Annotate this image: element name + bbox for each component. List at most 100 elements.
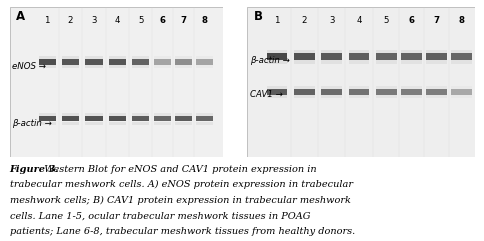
FancyBboxPatch shape	[175, 56, 192, 59]
Text: B: B	[254, 10, 263, 23]
Text: 5: 5	[138, 16, 143, 25]
FancyBboxPatch shape	[451, 89, 471, 94]
Text: β-actin →: β-actin →	[249, 56, 289, 65]
Text: trabecular meshwork cells. A) eNOS protein expression in trabecular: trabecular meshwork cells. A) eNOS prote…	[10, 180, 352, 189]
FancyBboxPatch shape	[425, 60, 446, 64]
FancyBboxPatch shape	[175, 122, 192, 125]
FancyBboxPatch shape	[400, 53, 421, 60]
FancyBboxPatch shape	[376, 53, 396, 60]
Text: Figure 3.: Figure 3.	[10, 165, 59, 174]
Text: 8: 8	[201, 16, 208, 25]
FancyBboxPatch shape	[293, 89, 314, 94]
FancyBboxPatch shape	[62, 59, 79, 65]
Text: A: A	[16, 10, 25, 23]
Text: 5: 5	[383, 16, 388, 25]
Text: 8: 8	[458, 16, 464, 25]
FancyBboxPatch shape	[266, 95, 287, 98]
FancyBboxPatch shape	[109, 56, 126, 59]
FancyBboxPatch shape	[321, 95, 341, 98]
FancyBboxPatch shape	[247, 7, 474, 157]
FancyBboxPatch shape	[266, 89, 287, 94]
Text: CAV1 →: CAV1 →	[249, 90, 282, 99]
FancyBboxPatch shape	[196, 113, 213, 116]
FancyBboxPatch shape	[153, 56, 170, 59]
FancyBboxPatch shape	[376, 86, 396, 89]
FancyBboxPatch shape	[348, 89, 368, 94]
FancyBboxPatch shape	[10, 7, 223, 157]
FancyBboxPatch shape	[132, 56, 149, 59]
FancyBboxPatch shape	[293, 95, 314, 98]
FancyBboxPatch shape	[196, 116, 213, 121]
Text: eNOS →: eNOS →	[12, 62, 46, 71]
FancyBboxPatch shape	[321, 53, 341, 60]
Text: 1: 1	[273, 16, 279, 25]
FancyBboxPatch shape	[348, 50, 368, 53]
FancyBboxPatch shape	[376, 89, 396, 94]
FancyBboxPatch shape	[85, 122, 102, 125]
FancyBboxPatch shape	[62, 56, 79, 59]
FancyBboxPatch shape	[425, 95, 446, 98]
Text: 2: 2	[68, 16, 73, 25]
FancyBboxPatch shape	[293, 86, 314, 89]
Text: 7: 7	[433, 16, 439, 25]
FancyBboxPatch shape	[321, 86, 341, 89]
FancyBboxPatch shape	[451, 86, 471, 89]
FancyBboxPatch shape	[153, 65, 170, 68]
Text: 4: 4	[356, 16, 361, 25]
FancyBboxPatch shape	[348, 53, 368, 60]
Text: meshwork cells; B) CAV1 protein expression in trabecular meshwork: meshwork cells; B) CAV1 protein expressi…	[10, 196, 350, 205]
FancyBboxPatch shape	[425, 86, 446, 89]
FancyBboxPatch shape	[132, 113, 149, 116]
FancyBboxPatch shape	[153, 59, 170, 65]
FancyBboxPatch shape	[175, 116, 192, 121]
FancyBboxPatch shape	[451, 53, 471, 60]
FancyBboxPatch shape	[321, 60, 341, 64]
FancyBboxPatch shape	[451, 50, 471, 53]
Text: β-actin →: β-actin →	[12, 119, 52, 127]
FancyBboxPatch shape	[153, 113, 170, 116]
FancyBboxPatch shape	[175, 65, 192, 68]
FancyBboxPatch shape	[85, 59, 102, 65]
FancyBboxPatch shape	[400, 95, 421, 98]
FancyBboxPatch shape	[85, 56, 102, 59]
FancyBboxPatch shape	[62, 122, 79, 125]
FancyBboxPatch shape	[132, 65, 149, 68]
FancyBboxPatch shape	[109, 59, 126, 65]
FancyBboxPatch shape	[132, 122, 149, 125]
Text: 2: 2	[301, 16, 306, 25]
FancyBboxPatch shape	[400, 86, 421, 89]
FancyBboxPatch shape	[62, 116, 79, 121]
FancyBboxPatch shape	[196, 56, 213, 59]
Text: 4: 4	[115, 16, 120, 25]
Text: 7: 7	[180, 16, 186, 25]
FancyBboxPatch shape	[400, 50, 421, 53]
FancyBboxPatch shape	[400, 60, 421, 64]
FancyBboxPatch shape	[451, 95, 471, 98]
Text: 6: 6	[408, 16, 414, 25]
FancyBboxPatch shape	[132, 116, 149, 121]
FancyBboxPatch shape	[85, 116, 102, 121]
FancyBboxPatch shape	[109, 113, 126, 116]
FancyBboxPatch shape	[196, 122, 213, 125]
FancyBboxPatch shape	[266, 50, 287, 53]
FancyBboxPatch shape	[348, 86, 368, 89]
FancyBboxPatch shape	[293, 53, 314, 60]
FancyBboxPatch shape	[376, 50, 396, 53]
FancyBboxPatch shape	[451, 60, 471, 64]
FancyBboxPatch shape	[348, 95, 368, 98]
FancyBboxPatch shape	[109, 122, 126, 125]
FancyBboxPatch shape	[196, 65, 213, 68]
FancyBboxPatch shape	[132, 59, 149, 65]
FancyBboxPatch shape	[425, 53, 446, 60]
FancyBboxPatch shape	[109, 65, 126, 68]
FancyBboxPatch shape	[38, 122, 56, 125]
FancyBboxPatch shape	[109, 116, 126, 121]
Text: 1: 1	[44, 16, 50, 25]
FancyBboxPatch shape	[196, 59, 213, 65]
FancyBboxPatch shape	[321, 89, 341, 94]
FancyBboxPatch shape	[85, 65, 102, 68]
FancyBboxPatch shape	[266, 60, 287, 64]
FancyBboxPatch shape	[376, 95, 396, 98]
FancyBboxPatch shape	[425, 50, 446, 53]
FancyBboxPatch shape	[425, 89, 446, 94]
